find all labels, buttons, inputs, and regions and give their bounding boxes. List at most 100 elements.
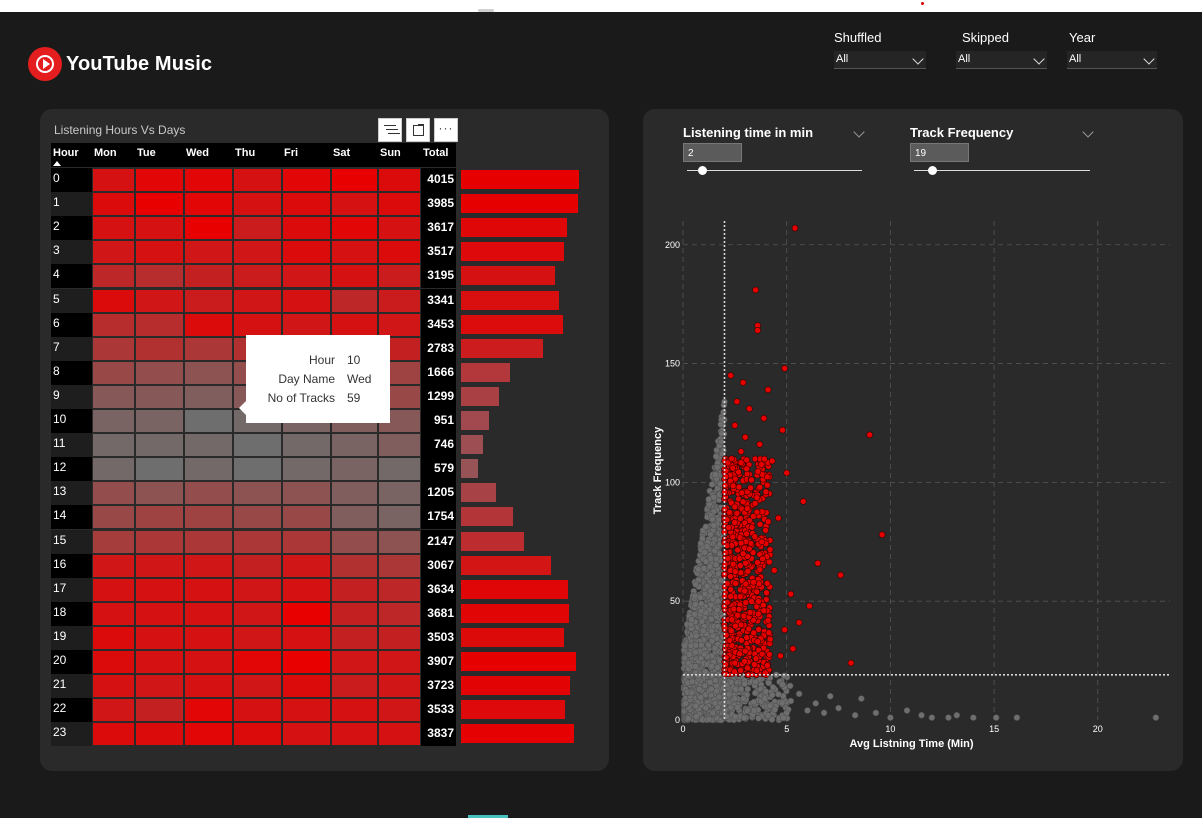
filter-icon[interactable] <box>378 118 402 142</box>
row-total-bar[interactable] <box>461 483 497 503</box>
matrix-cell[interactable] <box>135 384 184 409</box>
matrix-cell[interactable] <box>331 457 378 482</box>
matrix-cell[interactable] <box>233 674 282 699</box>
matrix-cell[interactable] <box>233 216 282 241</box>
matrix-cell[interactable] <box>282 240 331 265</box>
matrix-cell[interactable] <box>184 505 233 530</box>
column-header-wed[interactable]: Wed <box>184 143 233 167</box>
column-header-thu[interactable]: Thu <box>233 143 282 167</box>
matrix-cell[interactable] <box>233 192 282 217</box>
matrix-cell[interactable] <box>282 529 331 554</box>
matrix-cell[interactable] <box>184 481 233 506</box>
matrix-cell[interactable] <box>92 505 135 530</box>
matrix-cell[interactable] <box>331 625 378 650</box>
matrix-cell[interactable] <box>233 577 282 602</box>
skipped-filter[interactable]: Skipped All <box>956 30 1047 69</box>
matrix-cell[interactable] <box>282 601 331 626</box>
matrix-cell[interactable] <box>184 625 233 650</box>
matrix-cell[interactable] <box>331 529 378 554</box>
matrix-cell[interactable] <box>184 409 233 433</box>
matrix-cell[interactable] <box>92 650 135 674</box>
matrix-cell[interactable] <box>378 264 421 289</box>
matrix-cell[interactable] <box>135 481 184 506</box>
matrix-cell[interactable] <box>184 312 233 337</box>
matrix-cell[interactable] <box>282 192 331 217</box>
matrix-cell[interactable] <box>92 336 135 361</box>
row-total-bar[interactable] <box>461 531 525 551</box>
row-total-bar[interactable] <box>461 676 571 696</box>
track-frequency-handle[interactable] <box>928 166 937 175</box>
matrix-cell[interactable] <box>92 168 135 192</box>
matrix-cell[interactable] <box>282 433 331 458</box>
matrix-cell[interactable] <box>92 529 135 554</box>
matrix-cell[interactable] <box>92 240 135 265</box>
matrix-cell[interactable] <box>378 674 421 699</box>
matrix-cell[interactable] <box>135 529 184 554</box>
listening-time-track[interactable] <box>687 170 862 171</box>
row-total-bar[interactable] <box>461 652 576 671</box>
matrix-cell[interactable] <box>233 553 282 578</box>
matrix-cell[interactable] <box>378 312 421 337</box>
matrix-cell[interactable] <box>92 601 135 626</box>
matrix-cell[interactable] <box>184 168 233 192</box>
matrix-cell[interactable] <box>135 409 184 433</box>
matrix-cell[interactable] <box>184 360 233 385</box>
matrix-cell[interactable] <box>331 698 378 723</box>
matrix-cell[interactable] <box>92 674 135 699</box>
matrix-cell[interactable] <box>184 457 233 482</box>
matrix-cell[interactable] <box>92 264 135 289</box>
shuffled-filter-dropdown[interactable]: All <box>834 51 926 69</box>
column-header-sat[interactable]: Sat <box>331 143 378 167</box>
matrix-cell[interactable] <box>92 312 135 337</box>
row-total-bar[interactable] <box>461 338 543 358</box>
matrix-cell[interactable] <box>378 722 421 747</box>
matrix-cell[interactable] <box>282 553 331 578</box>
matrix-cell[interactable] <box>92 457 135 482</box>
matrix-cell[interactable] <box>378 168 421 192</box>
row-total-bar[interactable] <box>461 362 510 382</box>
matrix-cell[interactable] <box>233 650 282 674</box>
matrix-cell[interactable] <box>135 674 184 699</box>
matrix-cell[interactable] <box>378 601 421 626</box>
year-filter-dropdown[interactable]: All <box>1067 51 1157 69</box>
matrix-cell[interactable] <box>282 505 331 530</box>
row-total-bar[interactable] <box>461 386 500 406</box>
matrix-cell[interactable] <box>92 625 135 650</box>
matrix-cell[interactable] <box>184 577 233 602</box>
row-total-bar[interactable] <box>461 314 563 334</box>
matrix-cell[interactable] <box>233 529 282 554</box>
matrix-cell[interactable] <box>331 601 378 626</box>
matrix-cell[interactable] <box>92 288 135 313</box>
column-header-fri[interactable]: Fri <box>282 143 331 167</box>
matrix-cell[interactable] <box>331 577 378 602</box>
column-header-hour[interactable]: Hour <box>51 143 92 167</box>
matrix-cell[interactable] <box>184 650 233 674</box>
track-frequency-track[interactable] <box>914 170 1090 171</box>
matrix-cell[interactable] <box>282 698 331 723</box>
year-filter[interactable]: Year All <box>1067 30 1157 69</box>
matrix-cell[interactable] <box>184 384 233 409</box>
matrix-cell[interactable] <box>378 505 421 530</box>
matrix-cell[interactable] <box>184 336 233 361</box>
matrix-cell[interactable] <box>135 216 184 241</box>
matrix-cell[interactable] <box>135 553 184 578</box>
matrix-cell[interactable] <box>331 216 378 241</box>
matrix-cell[interactable] <box>135 433 184 458</box>
matrix-cell[interactable] <box>331 650 378 674</box>
row-total-bar[interactable] <box>461 507 513 527</box>
matrix-cell[interactable] <box>233 722 282 747</box>
matrix-cell[interactable] <box>282 264 331 289</box>
matrix-cell[interactable] <box>233 168 282 192</box>
matrix-cell[interactable] <box>135 698 184 723</box>
row-total-bar[interactable] <box>461 435 483 455</box>
matrix-cell[interactable] <box>184 601 233 626</box>
row-total-bar[interactable] <box>461 170 579 189</box>
matrix-cell[interactable] <box>92 481 135 506</box>
row-total-bar[interactable] <box>461 194 579 214</box>
matrix-cell[interactable] <box>378 698 421 723</box>
matrix-cell[interactable] <box>92 722 135 747</box>
matrix-cell[interactable] <box>135 240 184 265</box>
row-total-bar[interactable] <box>461 411 489 430</box>
row-total-bar[interactable] <box>461 290 560 310</box>
matrix-cell[interactable] <box>282 216 331 241</box>
